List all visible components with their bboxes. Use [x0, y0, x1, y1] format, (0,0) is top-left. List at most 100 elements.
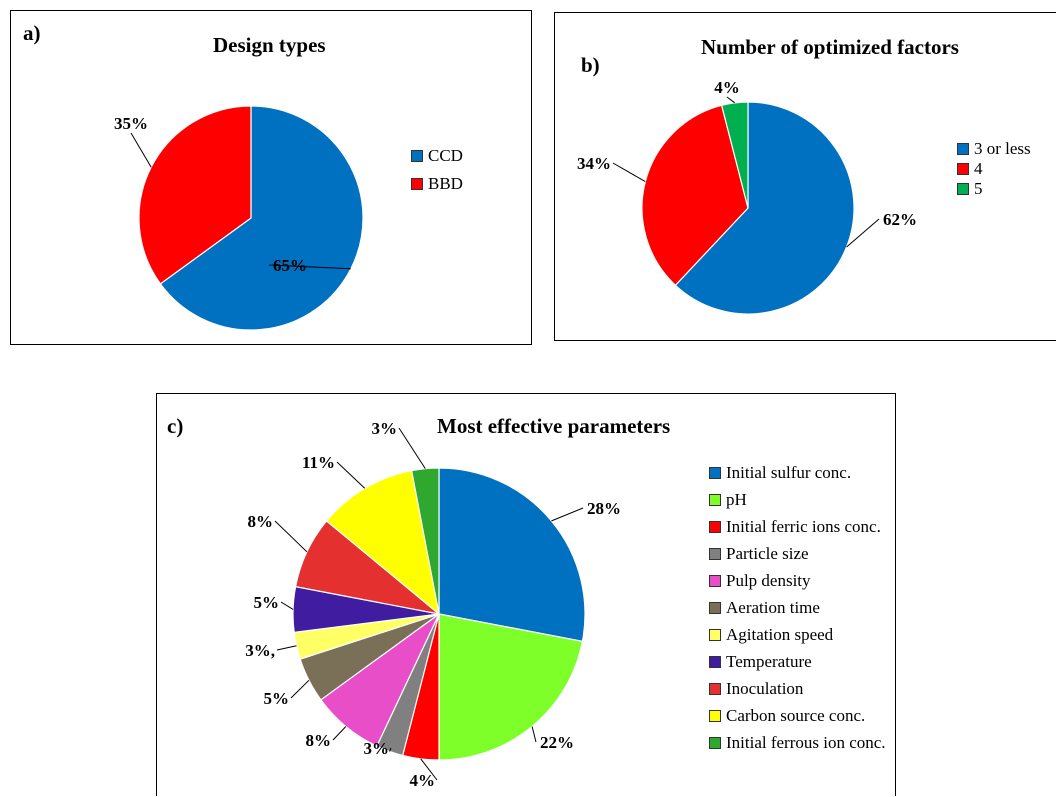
data-label-aeration-time: 5% [264, 689, 290, 708]
legend-label: pH [726, 489, 747, 509]
leader-line-particle-size [389, 747, 392, 752]
pie-slice-3-or-less [674, 101, 855, 315]
legend-swatch [709, 655, 721, 668]
pie-slice-4 [641, 104, 749, 287]
data-label-initial-ferric-ions-conc: 4% [410, 771, 436, 790]
legend-swatch [957, 142, 969, 155]
legend-swatch [709, 682, 721, 695]
legend-swatch [709, 547, 721, 560]
leader-line-agitation-speed [276, 645, 297, 651]
legend-item-particle-size: Particle size [709, 543, 886, 563]
pie-slice-initial-ferrous-ion-conc [410, 467, 440, 615]
leader-line-ccd [268, 264, 351, 270]
pie-chart-c: 28% 22% 4% 3% 8% 5% 3%, 5% 8% 11% 3% [245, 419, 621, 790]
legend-label: Particle size [726, 543, 809, 563]
legend-swatch [709, 520, 721, 533]
leader-line-4 [612, 162, 646, 183]
legend-label: 3 or less [974, 138, 1031, 158]
data-label-inoculation: 8% [248, 512, 274, 531]
data-label-carbon-source-conc: 11% [302, 453, 335, 472]
legend-swatch [709, 736, 721, 749]
legend-item-bbd: BBD [411, 173, 463, 193]
legend-swatch [709, 574, 721, 587]
data-label-pulp-density: 8% [306, 731, 332, 750]
legend-swatch [709, 601, 721, 614]
legend-label: Carbon source conc. [726, 705, 866, 725]
data-label-ph: 22% [540, 733, 574, 752]
legend-item-aeration-time: Aeration time [709, 597, 886, 617]
legend-label: 5 [974, 178, 983, 198]
chart-title-b: Number of optimized factors [701, 35, 959, 59]
legend-label: BBD [428, 173, 463, 193]
chart-panel-b: b) Number of optimized factors 62% 34% 4% … [554, 12, 1056, 341]
legend-c: Initial sulfur conc. pH Initial ferric ion… [709, 462, 886, 761]
chart-title-a: Design types [213, 33, 326, 57]
leader-line-inoculation [274, 520, 308, 553]
leader-line-pulp-density [332, 726, 347, 741]
chart-panel-a: a) Design types 65% 35% CCD BBD [10, 10, 532, 345]
legend-a: CCD BBD [411, 145, 463, 203]
data-label-3-or-less: 62% [883, 210, 917, 229]
panel-label-a: a) [23, 21, 41, 45]
legend-b: 3 or less 4 5 [957, 138, 1031, 200]
legend-swatch [709, 493, 721, 506]
legend-item-initial-ferric-ions-conc: Initial ferric ions conc. [709, 516, 886, 536]
leader-line-initial-ferrous-ion-conc [398, 427, 426, 469]
legend-item-agitation-speed: Agitation speed [709, 624, 886, 644]
chart-title-c: Most effective parameters [437, 414, 671, 438]
leader-line-5 [726, 96, 736, 104]
legend-item-temperature: Temperature [709, 652, 886, 671]
data-label-temperature: 5% [254, 593, 280, 612]
pie-slices [641, 101, 855, 315]
leader-line-aeration-time [290, 679, 310, 699]
data-label-ccd: 65% [273, 256, 307, 275]
pie-slice-initial-sulfur-conc [438, 467, 586, 643]
leader-line-initial-ferric-ions-conc [420, 758, 438, 781]
legend-item-5: 5 [957, 178, 1031, 198]
pie-slice-5 [720, 101, 749, 209]
panel-label-b: b) [581, 53, 600, 77]
data-label-bbd: 35% [114, 114, 148, 133]
legend-item-pulp-density: Pulp density [709, 570, 886, 590]
legend-swatch [411, 177, 423, 190]
legend-item-carbon-source-conc: Carbon source conc. [709, 705, 886, 725]
pie-slices [138, 105, 364, 331]
legend-item-ccd: CCD [411, 145, 463, 165]
leader-line-bbd [130, 132, 152, 168]
legend-item-initial-sulfur-conc: Initial sulfur conc. [709, 462, 886, 482]
leader-line-ph [531, 726, 537, 743]
legend-swatch [709, 466, 721, 479]
legend-swatch [957, 182, 969, 195]
legend-label: CCD [428, 145, 463, 165]
data-label-initial-ferrous-ion-conc: 3% [372, 419, 398, 438]
legend-item-4: 4 [957, 159, 1031, 178]
legend-label: Initial ferrous ion conc. [726, 732, 886, 752]
legend-swatch [709, 628, 721, 641]
legend-item-initial-ferrous-ion-conc: Initial ferrous ion conc. [709, 732, 886, 752]
leader-line-3-or-less [846, 218, 880, 248]
data-label-5: 4% [714, 78, 740, 97]
pie-slices [292, 467, 586, 761]
chart-panel-c: c) Most effective parameters 28% 22% 4% 3% 8… [156, 393, 896, 796]
data-label-particle-size: 3% [364, 739, 390, 758]
legend-item-inoculation: Inoculation [709, 678, 886, 698]
data-label-agitation-speed: 3%, [245, 641, 275, 660]
pie-slice-carbon-source-conc [325, 469, 440, 616]
legend-label: Initial ferric ions conc. [726, 516, 881, 536]
legend-swatch [957, 162, 969, 175]
legend-label: Initial sulfur conc. [726, 462, 852, 482]
legend-label: Aeration time [726, 597, 820, 617]
data-label-initial-sulfur-conc: 28% [587, 499, 621, 518]
leader-line-temperature [280, 601, 294, 610]
legend-swatch [709, 709, 721, 722]
legend-label: Agitation speed [726, 624, 834, 644]
pie-chart-a: 65% 35% [114, 105, 364, 331]
legend-swatch [411, 149, 423, 162]
legend-label: Pulp density [726, 570, 811, 590]
leader-line-initial-sulfur-conc [551, 507, 584, 522]
data-label-4: 34% [577, 154, 611, 173]
pie-chart-b: 62% 34% 4% [577, 78, 917, 315]
legend-item-ph: pH [709, 489, 886, 509]
legend-label: Inoculation [726, 678, 804, 698]
pie-slice-ph [438, 613, 584, 761]
